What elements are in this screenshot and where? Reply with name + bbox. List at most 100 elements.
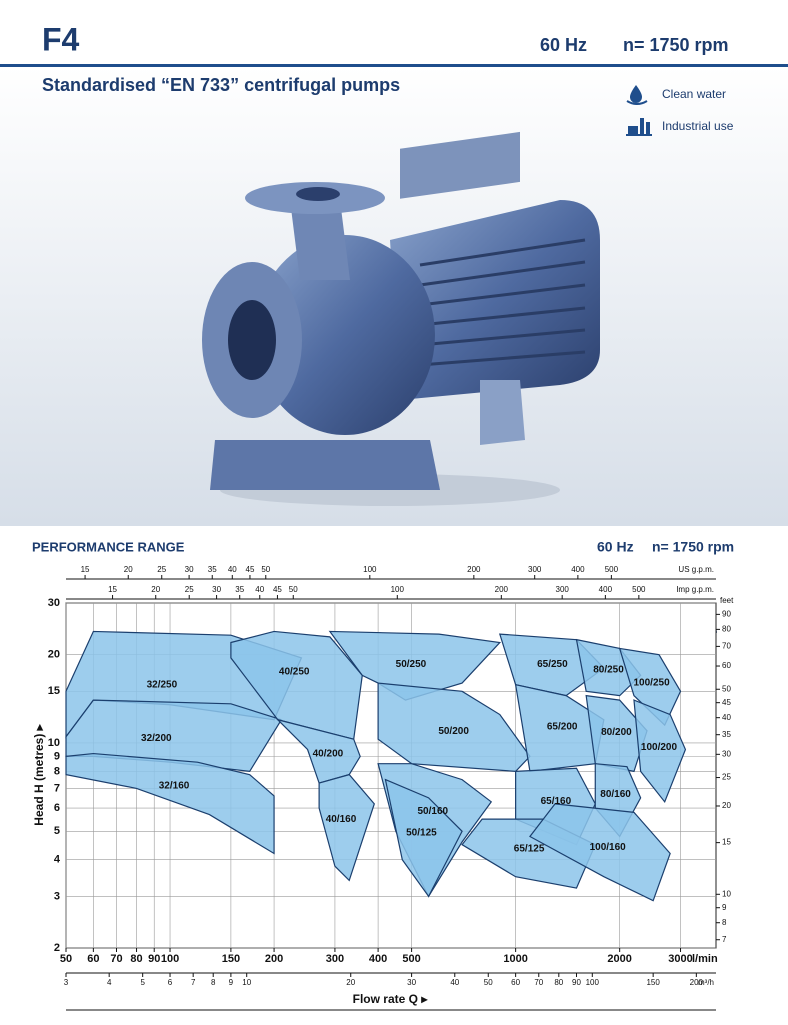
performance-region [65,752,275,855]
y-tick-label: 10 [48,737,60,749]
secondary-tick-label: 30 [212,585,221,594]
secondary-tick-label: 400 [599,585,613,594]
secondary-tick-label: 6 [168,978,173,987]
performance-region [384,778,463,898]
y2-tick-label: 7 [722,935,727,944]
y-tick-label: 9 [54,750,60,762]
region-label: 65/250 [537,659,568,670]
y2-tick-label: 80 [722,624,731,633]
x-tick-label: 50 [60,953,72,965]
secondary-unit: Imp g.p.m. [676,585,714,594]
region-label: 50/200 [438,726,469,737]
y2-tick-label: 25 [722,773,731,782]
y2-tick-label: 60 [722,661,731,670]
subtitle: Standardised “EN 733” centrifugal pumps [42,75,400,95]
x-tick-label: 3000 [668,953,692,965]
secondary-tick-label: 8 [211,978,216,987]
speed: n= 1750 rpm [623,35,729,55]
secondary-tick-label: 4 [107,978,112,987]
section-speed: n= 1750 rpm [652,539,734,555]
y2-tick-label: 15 [722,838,731,847]
secondary-tick-label: 80 [554,978,563,987]
x-tick-label: 80 [130,953,142,965]
y2-tick-label: 9 [722,903,727,912]
y2-tick-label: 30 [722,749,731,758]
y2-tick-label: 90 [722,609,731,618]
performance-region [377,682,531,773]
x-tick-label: 2000 [607,953,631,965]
secondary-tick-label: 200 [690,978,704,987]
secondary-tick-label: 45 [246,565,255,574]
y2-unit: feet [720,596,734,605]
y-tick-label: 5 [54,825,60,837]
secondary-tick-label: 25 [157,565,166,574]
secondary-tick-label: 100 [586,978,600,987]
x-tick-label: 500 [402,953,420,965]
secondary-tick-label: 200 [495,585,509,594]
secondary-tick-label: 400 [571,565,585,574]
secondary-tick-label: 35 [208,565,217,574]
secondary-tick-label: 50 [289,585,298,594]
secondary-tick-label: 300 [528,565,542,574]
x-tick-label: 400 [369,953,387,965]
x-tick-label: 90 [148,953,160,965]
region-label: 80/160 [600,789,631,800]
secondary-tick-label: 50 [484,978,493,987]
region-label: 100/250 [634,678,671,689]
y-tick-label: 20 [48,649,60,661]
y2-tick-label: 8 [722,918,727,927]
region-label: 40/200 [313,748,344,759]
secondary-tick-label: 40 [450,978,459,987]
region-label: 40/160 [326,814,357,825]
secondary-unit: US g.p.m. [678,565,714,574]
y2-tick-label: 70 [722,641,731,650]
secondary-tick-label: 40 [255,585,264,594]
y-tick-label: 8 [54,765,60,777]
y-axis-title: Head H (metres) ▸ [32,723,46,825]
secondary-tick-label: 70 [534,978,543,987]
y-tick-label: 3 [54,890,60,902]
region-label: 50/125 [406,828,437,839]
performance-region [575,638,642,697]
region-label: 80/250 [593,665,624,676]
secondary-tick-label: 9 [229,978,234,987]
performance-region [633,699,687,804]
secondary-tick-label: 20 [124,565,133,574]
secondary-tick-label: 500 [632,585,646,594]
y2-tick-label: 45 [722,698,731,707]
region-label: 65/160 [541,796,572,807]
x-axis-title: Flow rate Q ▸ [353,992,429,1006]
secondary-tick-label: 5 [140,978,145,987]
region-label: 50/250 [396,659,427,670]
y2-tick-label: 20 [722,801,731,810]
secondary-tick-label: 40 [228,565,237,574]
secondary-tick-label: 300 [556,585,570,594]
secondary-tick-label: 20 [151,585,160,594]
y-tick-label: 2 [54,942,60,954]
x-tick-label: 200 [265,953,283,965]
secondary-tick-label: 500 [605,565,619,574]
secondary-tick-label: 30 [407,978,416,987]
y-tick-label: 7 [54,782,60,794]
x-tick-label: 150 [222,953,240,965]
region-label: 80/200 [601,727,632,738]
x-tick-label: 1000 [503,953,527,965]
section-title: PERFORMANCE RANGE [32,539,185,554]
y2-tick-label: 35 [722,730,731,739]
performance-region [318,773,375,882]
secondary-tick-label: 100 [391,585,405,594]
feature-icons [626,85,652,136]
secondary-tick-label: 90 [572,978,581,987]
region-label: 32/250 [147,679,178,690]
secondary-tick-label: 200 [467,565,481,574]
secondary-tick-label: 20 [346,978,355,987]
secondary-tick-label: 100 [363,565,377,574]
y-tick-label: 15 [48,685,60,697]
region-label: 32/160 [159,781,190,792]
feature: Clean water [662,87,726,101]
y-tick-label: 4 [54,854,61,866]
region-label: 50/160 [417,806,448,817]
region-label: 100/160 [590,842,627,853]
x-tick-label: 300 [326,953,344,965]
secondary-tick-label: 15 [108,585,117,594]
